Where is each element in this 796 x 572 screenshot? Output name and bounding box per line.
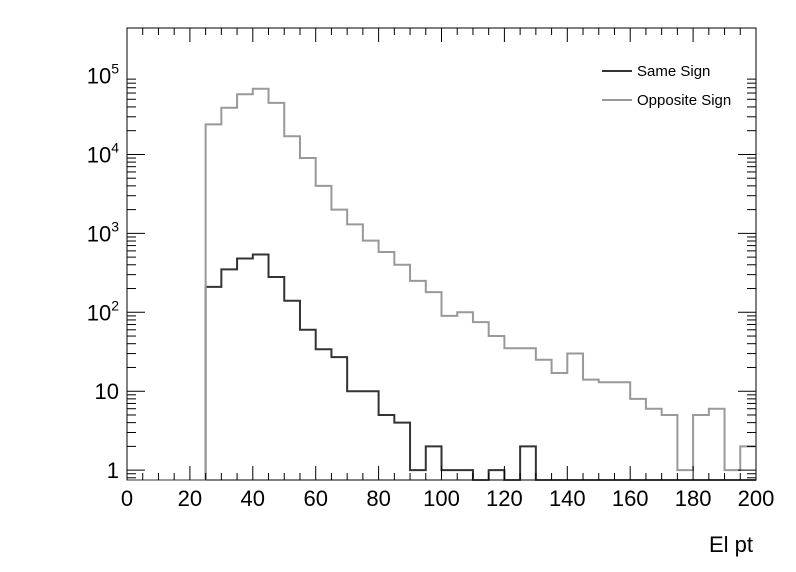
series-layer (127, 87, 756, 481)
x-tick-label: 40 (241, 486, 265, 511)
series-line-opposite-sign (127, 87, 756, 481)
x-tick-label: 0 (121, 486, 133, 511)
legend-label: Opposite Sign (637, 92, 731, 109)
x-tick-label: 20 (178, 486, 202, 511)
legend-label: Same Sign (637, 63, 710, 80)
y-tick-label: 1 (107, 458, 119, 483)
x-tick-label: 120 (486, 486, 523, 511)
x-tick-label: 160 (612, 486, 649, 511)
x-tick-label: 140 (549, 486, 586, 511)
x-tick-label: 100 (423, 486, 460, 511)
legend: Same Sign Opposite Sign (602, 63, 731, 109)
x-tick-label: 80 (366, 486, 390, 511)
x-tick-label: 60 (303, 486, 327, 511)
y-tick-label: 104 (87, 139, 119, 167)
y-tick-label: 103 (87, 218, 119, 246)
x-axis-title: El pt (709, 532, 753, 557)
x-tick-label: 200 (738, 486, 775, 511)
y-tick-label: 105 (87, 61, 119, 89)
x-axis-ticks: 0 20 40 60 80 100 120 140 160 180 200 (121, 28, 774, 511)
y-tick-label: 10 (95, 379, 119, 404)
x-tick-label: 180 (675, 486, 712, 511)
series-line-same-sign (127, 253, 756, 481)
y-tick-label: 102 (87, 297, 119, 325)
y-axis-ticks: 1 10 102 103 104 105 (87, 61, 756, 483)
